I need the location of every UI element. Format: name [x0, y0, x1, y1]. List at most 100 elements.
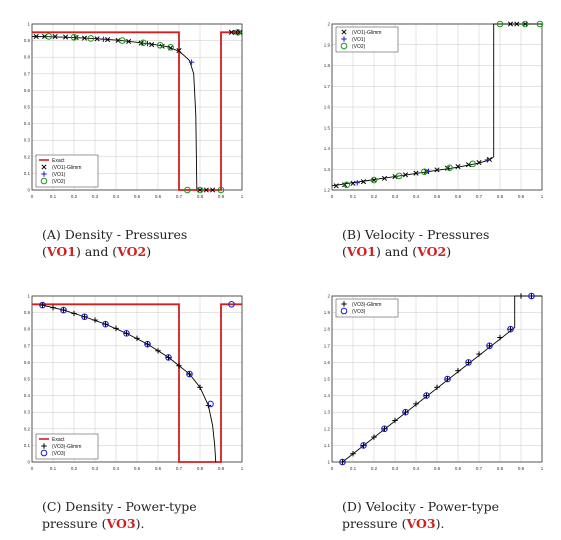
x-tick-label: 0.2 — [371, 466, 378, 471]
legend-label: (VO1)-Glimm — [52, 165, 81, 171]
legend: Exact(VO3)-Glimm(VO3) — [35, 433, 99, 460]
x-tick-label: 0.8 — [497, 194, 504, 199]
x-tick-label: 1 — [541, 194, 544, 199]
vo2-marker — [395, 172, 403, 180]
glimm-marker — [371, 177, 377, 183]
x-tick-label: 0.2 — [371, 194, 378, 199]
caption-b-vo1: VO1 — [346, 244, 376, 259]
y-tick-label: 0.1 — [24, 171, 31, 176]
y-tick-label: 1.6 — [324, 105, 331, 110]
glimm-marker — [342, 182, 348, 188]
glimm-marker — [350, 180, 356, 186]
y-tick-label: 0.6 — [24, 88, 31, 93]
plot-frame — [31, 295, 243, 463]
y-tick-label: 1.5 — [324, 125, 331, 130]
vo2-marker — [140, 39, 147, 47]
legend-swatch — [341, 29, 347, 35]
vo3-marker — [144, 340, 151, 348]
x-tick-label: 0.6 — [455, 466, 462, 471]
glimm-marker — [233, 29, 239, 35]
vo3-marker — [528, 292, 535, 300]
glimm-marker — [381, 175, 388, 181]
caption-b-tag: (B) — [342, 227, 361, 242]
legend: (VO3)-Glimm(VO3) — [335, 298, 399, 318]
x-tick-label: 0.2 — [71, 194, 78, 199]
y-tick-label: 1.6 — [324, 360, 331, 365]
x-tick-label: 1 — [241, 194, 244, 199]
y-tick-label: 1.4 — [324, 146, 331, 151]
vo3-marker — [486, 342, 493, 350]
x-tick-label: 1 — [541, 466, 544, 471]
glimm-marker — [237, 29, 243, 35]
vo2-marker — [87, 35, 95, 42]
y-tick-label: 0.8 — [24, 327, 31, 332]
y-tick-label: 1.9 — [324, 310, 331, 315]
x-tick-label: 0.7 — [476, 466, 483, 471]
legend: Exact(VO1)-Glimm(VO1)(VO2) — [35, 154, 99, 188]
vo3-marker — [186, 370, 193, 378]
vo2-marker — [45, 33, 53, 40]
x-tick-label: 0.9 — [218, 194, 225, 199]
legend-label: (VO3) — [352, 309, 366, 315]
x-tick-label: 0 — [31, 466, 34, 471]
y-tick-label: 1.9 — [324, 42, 331, 47]
vo3-marker — [423, 392, 430, 399]
glimm-marker — [33, 33, 39, 40]
y-tick-label: 0.7 — [24, 343, 31, 348]
glimm-marker — [210, 187, 216, 193]
x-tick-label: 0.7 — [176, 466, 183, 471]
legend-label: Exact — [52, 158, 65, 164]
glimm-marker — [455, 163, 461, 170]
legend-swatch — [40, 449, 48, 457]
vo2-marker — [446, 164, 453, 172]
y-tick-label: 0.2 — [24, 154, 31, 159]
glimm-marker — [52, 34, 58, 40]
caption-a-vo2: VO2 — [117, 244, 147, 259]
y-tick-label: 1.5 — [324, 377, 331, 382]
y-tick-label: 0.4 — [24, 393, 31, 398]
vo2-marker — [184, 186, 191, 194]
glimm-marker — [138, 40, 144, 46]
x-tick-label: 0.1 — [350, 466, 357, 471]
x-tick-label: 0 — [331, 194, 334, 199]
y-tick-label: 1.4 — [324, 393, 331, 398]
plot-frame — [31, 23, 243, 191]
glimm-marker — [126, 38, 132, 44]
glimm-marker — [203, 187, 209, 193]
y-tick-label: 0.3 — [24, 410, 31, 415]
chart-a: 0 0.1 0.2 0.3 0.4 0.5 0.6 0.7 0.8 0.9 1 0 0.1 0.2 0.3 0… — [24, 22, 244, 200]
vo2-marker — [234, 29, 242, 36]
legend-label: (VO3)-Glimm — [52, 444, 81, 450]
y-tick-label: 0.6 — [24, 360, 31, 365]
legend-label: (VO2) — [52, 179, 66, 185]
vo2-marker — [421, 168, 428, 176]
plot-frame — [331, 295, 543, 463]
caption-c: (C) Density - Power-type pressure (VO3). — [42, 499, 197, 531]
vo3-marker — [381, 425, 388, 433]
y-tick-label: 1 — [327, 460, 330, 465]
legend: (VO1)-Glimm(VO1)(VO2) — [335, 26, 399, 53]
vo3-marker — [207, 400, 214, 408]
x-tick-label: 0.9 — [518, 194, 525, 199]
caption-d: (D) Velocity - Power-type pressure (VO3)… — [342, 499, 500, 531]
legend-swatch — [40, 177, 48, 185]
vo2-marker — [70, 33, 78, 41]
vo2-marker — [469, 160, 476, 168]
x-tick-label: 0.3 — [392, 194, 399, 199]
y-tick-label: 1.7 — [324, 84, 331, 89]
y-tick-label: 1 — [27, 294, 30, 299]
glimm-marker — [149, 42, 155, 48]
vo2-marker — [119, 37, 126, 44]
y-tick-label: 1 — [27, 22, 30, 27]
legend-label: (VO3)-Glimm — [352, 302, 381, 308]
x-tick-label: 0 — [31, 194, 34, 199]
glimm-marker — [444, 165, 451, 171]
y-tick-label: 1.8 — [324, 327, 331, 332]
x-tick-label: 0 — [331, 466, 334, 471]
legend-swatch — [41, 164, 47, 170]
vo3-marker — [39, 301, 46, 309]
y-tick-label: 1.3 — [324, 410, 331, 415]
glimm-marker — [476, 160, 482, 166]
vo3-marker — [507, 325, 514, 333]
x-tick-label: 0.4 — [113, 194, 120, 199]
